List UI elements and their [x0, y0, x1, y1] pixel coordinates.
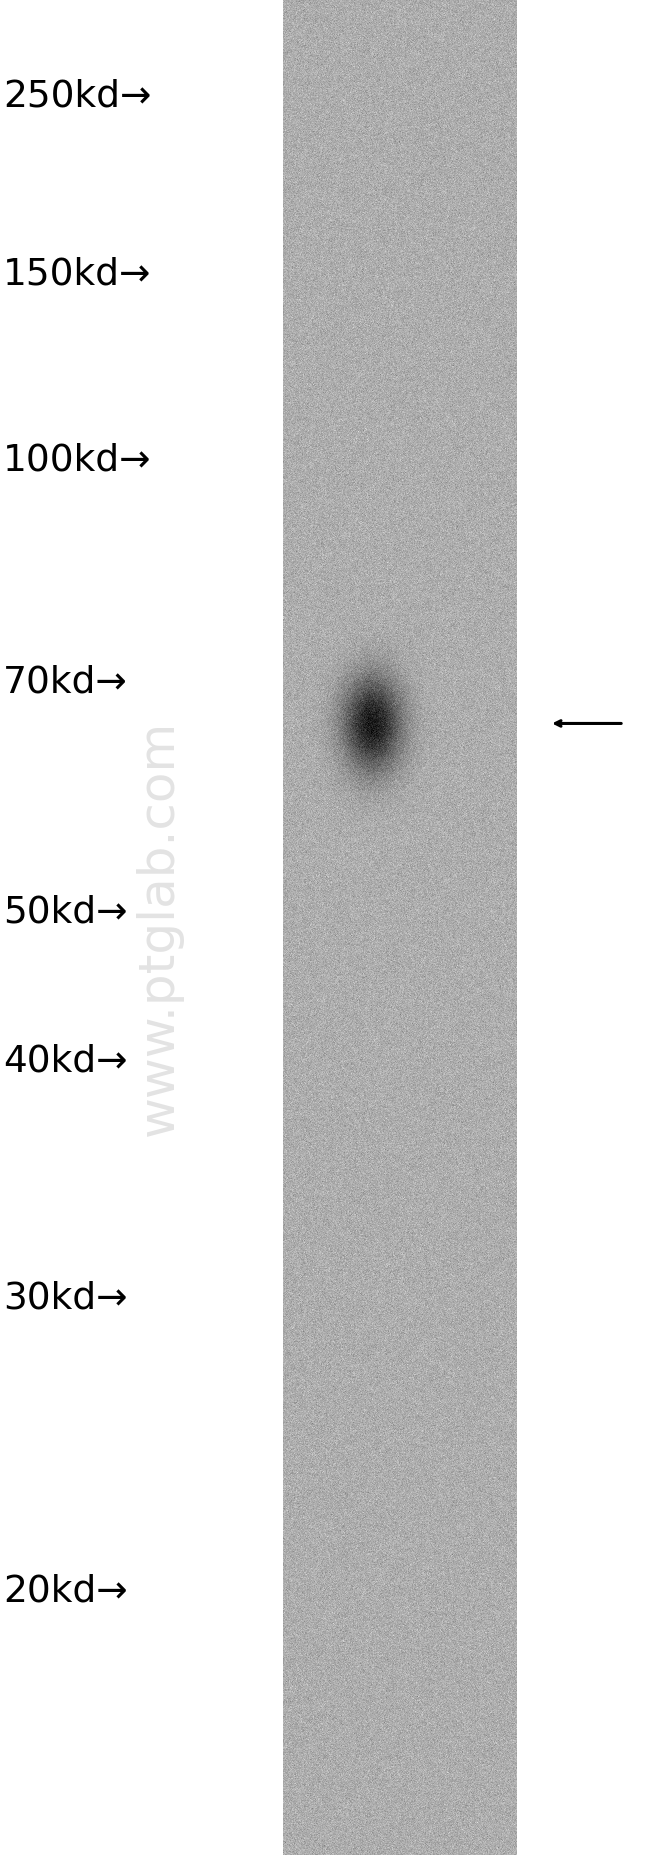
- Text: 40kd→: 40kd→: [3, 1043, 128, 1080]
- Text: 250kd→: 250kd→: [3, 78, 151, 115]
- Text: 150kd→: 150kd→: [3, 256, 151, 293]
- Text: 70kd→: 70kd→: [3, 664, 128, 701]
- Text: www.ptglab.com: www.ptglab.com: [135, 720, 183, 1135]
- Text: 100kd→: 100kd→: [3, 441, 151, 479]
- Text: 50kd→: 50kd→: [3, 894, 128, 931]
- Text: 20kd→: 20kd→: [3, 1573, 128, 1610]
- Text: 30kd→: 30kd→: [3, 1280, 128, 1317]
